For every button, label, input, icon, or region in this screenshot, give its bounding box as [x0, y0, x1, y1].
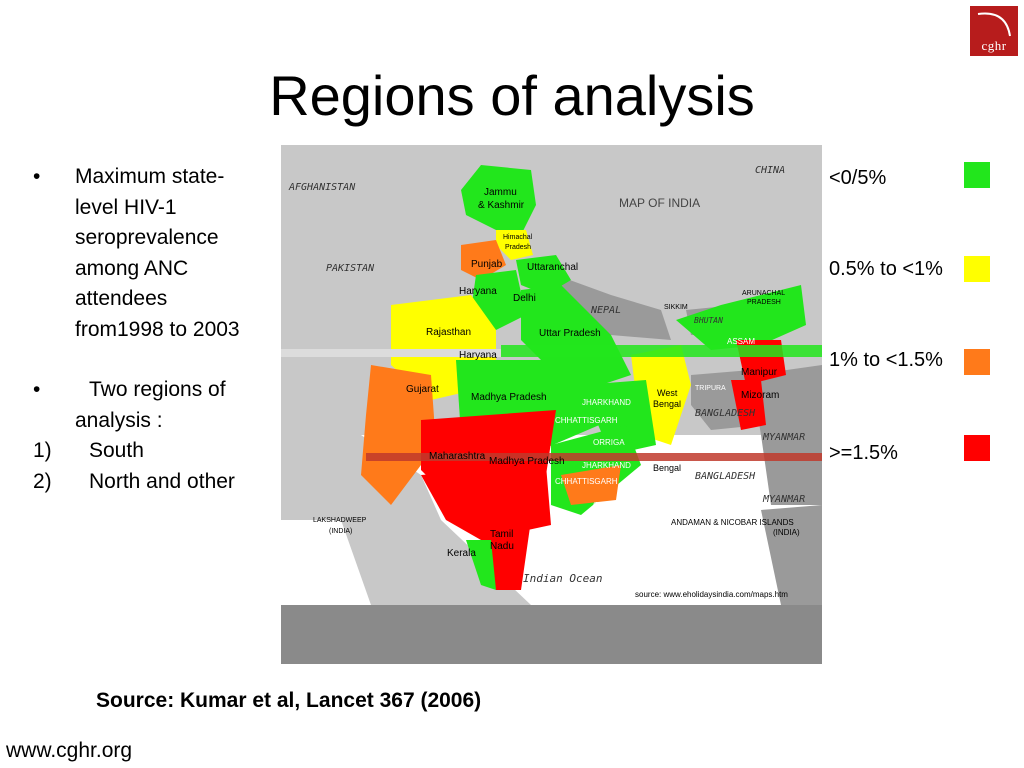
state-label: Nadu [490, 541, 514, 552]
logo-arc-icon [977, 12, 1011, 37]
state-label: Gujarat [406, 384, 439, 395]
slide-title: Regions of analysis [269, 64, 755, 127]
state-label: & Kashmir [478, 200, 525, 211]
country-label: MYANMAR [762, 494, 805, 505]
state-label: Uttaranchal [527, 262, 578, 273]
legend-swatch [964, 349, 990, 375]
state-label: CHHATTISGARH [555, 416, 618, 425]
bullet-line: analysis : [75, 408, 163, 432]
bullet-line: attendees [75, 287, 168, 310]
country-label: AFGHANISTAN [288, 182, 356, 193]
state-label: PRADESH [747, 299, 781, 306]
state-label: Pradesh [505, 244, 531, 251]
legend-label: 0.5% to <1% [829, 258, 943, 280]
legend-swatch [964, 256, 990, 282]
state-label: Mizoram [741, 390, 779, 401]
state-label: Kerala [447, 548, 476, 559]
numbered-item: 1) South [33, 436, 283, 467]
state-label: CHHATTISGARH [555, 477, 618, 486]
state-label: Jammu [484, 187, 517, 198]
cghr-logo: cghr [970, 6, 1018, 56]
state-label: Madhya Pradesh [471, 392, 547, 403]
country-label: PAKISTAN [326, 263, 375, 274]
bullet-line: Two regions of [89, 378, 226, 401]
bullet-line: level HIV-1 [75, 195, 177, 219]
state-label: JHARKHAND [582, 461, 631, 470]
website-url: www.cghr.org [6, 739, 133, 762]
source-citation: Source: Kumar et al, Lancet 367 (2006) [96, 689, 482, 712]
state-label: Manipur [741, 367, 778, 378]
ocean-label: Indian Ocean [523, 572, 602, 585]
item-number: 1) [33, 439, 52, 462]
lakshadweep-label: LAKSHADWEEP [313, 517, 367, 524]
map-credit: source: www.eholidaysindia.com/maps.htm [635, 590, 788, 599]
state-label: West [657, 388, 678, 398]
bullet-list: • Maximum state- level HIV-1 seroprevale… [33, 162, 283, 497]
lakshadweep-label: (INDIA) [329, 528, 352, 535]
logo-text: cghr [981, 38, 1007, 53]
legend-label: 1% to <1.5% [829, 349, 943, 371]
state-label: ARUNACHAL [742, 290, 785, 297]
numbered-item: 2) North and other [33, 467, 283, 498]
state-label: ASSAM [727, 337, 755, 346]
state-label: Punjab [471, 259, 503, 270]
country-label: BANGLADESH [695, 408, 756, 419]
country-label: BANGLADESH [695, 471, 756, 482]
bullet-line: among ANC [75, 256, 189, 280]
country-label: CHINA [755, 165, 785, 176]
india-map-svg: Jammu & Kashmir Himachal Pradesh Punjab … [281, 145, 822, 664]
bullet-item: • Two regions of analysis : [33, 375, 283, 436]
state-label: Madhya Pradesh [489, 456, 565, 467]
state-label: Maharashtra [429, 451, 486, 462]
state-label: Uttar Pradesh [539, 328, 601, 339]
state-label: ORRIGA [593, 501, 625, 510]
country-label: MYANMAR [762, 432, 805, 443]
state-label: Haryana [459, 350, 497, 361]
state-label: ORRIGA [593, 438, 625, 447]
map-title: MAP OF INDIA [619, 196, 700, 210]
legend-swatch [964, 162, 990, 188]
state-label: Bengal [653, 399, 681, 409]
state-label: Rajasthan [426, 327, 471, 338]
item-number: 2) [33, 469, 52, 493]
islands-label: ANDAMAN & NICOBAR ISLANDS [671, 518, 794, 527]
bullet-line: from1998 to 2003 [75, 317, 240, 341]
country-label: NEPAL [590, 305, 621, 316]
item-label: South [89, 439, 144, 462]
item-label: North and other [89, 469, 235, 493]
legend-swatch [964, 435, 990, 461]
state-label: JHARKHAND [582, 398, 631, 407]
legend-label: >=1.5% [829, 442, 898, 464]
state-label: Bengal [653, 463, 681, 473]
bullet-item: • Maximum state- level HIV-1 seroprevale… [33, 162, 283, 345]
state-label: Haryana [459, 286, 497, 297]
state-label: Himachal [503, 234, 533, 241]
state-label: Tamil [490, 529, 513, 540]
country-label: BHUTAN [694, 316, 723, 325]
state-label: TRIPURA [695, 385, 726, 392]
state-label: Delhi [513, 293, 536, 304]
bullet-line: Maximum state- [75, 165, 225, 188]
islands-label: (INDIA) [773, 528, 800, 537]
legend-label: <0/5% [829, 167, 887, 189]
state-label: SIKKIM [664, 304, 688, 311]
bullet-marker: • [33, 378, 41, 401]
bullet-marker: • [33, 165, 41, 188]
bullet-line: seroprevalence [75, 226, 219, 249]
india-map: Jammu & Kashmir Himachal Pradesh Punjab … [281, 145, 822, 664]
